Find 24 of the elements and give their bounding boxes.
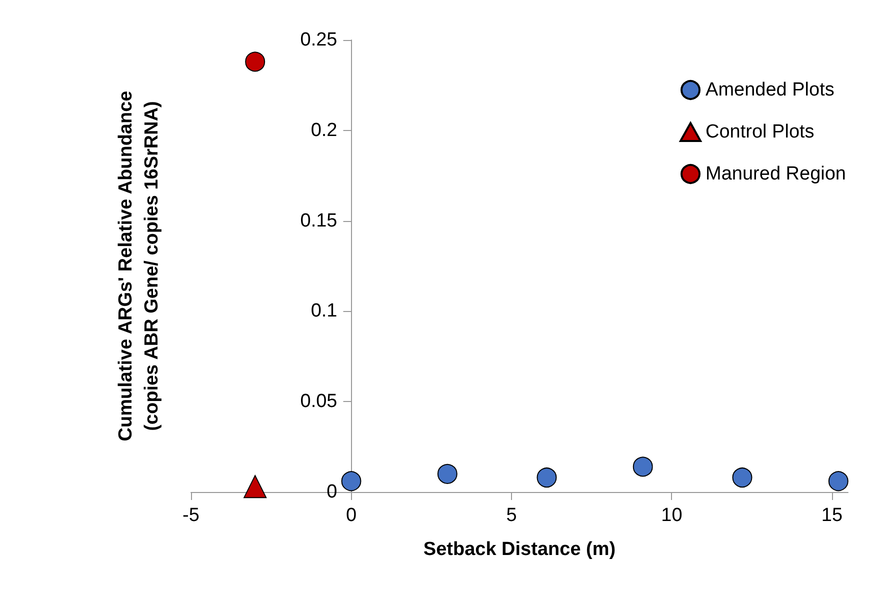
x-tick-label: 0 [346, 505, 357, 526]
point [536, 468, 557, 488]
x-axis-title: Setback Distance (m) [423, 539, 616, 560]
y-tick-label: 0.25 [300, 30, 338, 50]
legend-label: Amended Plots [706, 80, 834, 100]
point [244, 475, 267, 498]
point [632, 456, 653, 477]
point [341, 471, 362, 492]
point [437, 464, 458, 484]
x-tick-label: 15 [821, 505, 843, 526]
y-tick-label: 0.15 [300, 210, 338, 232]
y-tick-label: 0.05 [300, 391, 338, 412]
x-tick-label: 5 [506, 505, 517, 526]
point [732, 468, 752, 488]
point [828, 471, 848, 492]
y-tick-label: 0 [326, 482, 338, 502]
legend-label: Manured Region [706, 164, 846, 184]
x-tick-label: -5 [182, 505, 200, 526]
point [245, 52, 266, 72]
y-axis-title: Cumulative ARGs' Relative Abundance (copies ABR Gene/ copies 16SrRNA) [116, 90, 163, 442]
legend-label: Control Plots [706, 122, 814, 142]
x-tick-label: 10 [661, 505, 682, 526]
y-tick-label: 0.2 [310, 120, 338, 141]
y-tick-label: 0.1 [310, 300, 338, 322]
